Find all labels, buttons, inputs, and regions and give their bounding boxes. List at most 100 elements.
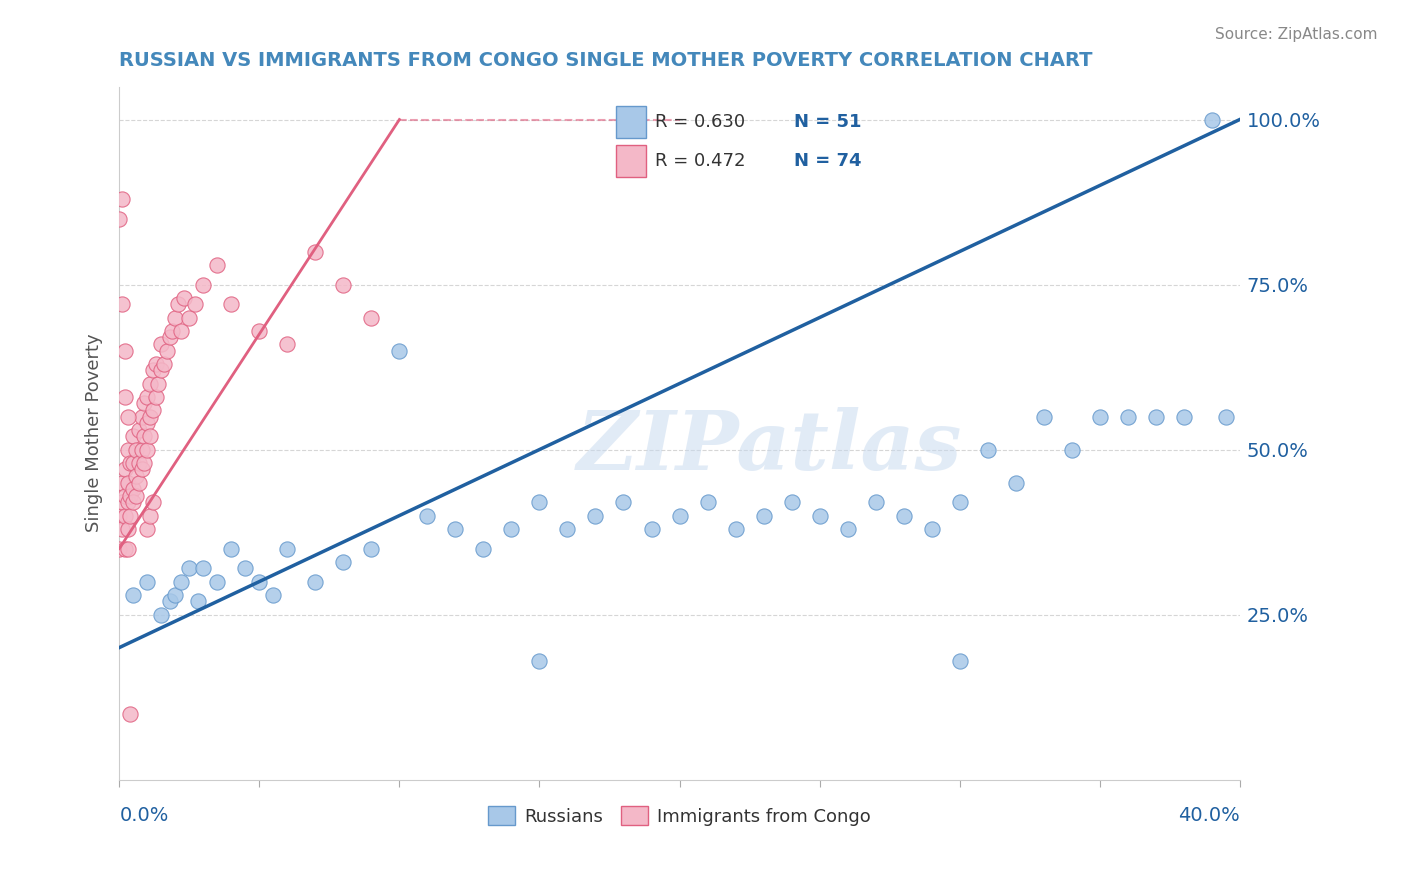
Point: [128, 423, 150, 437]
Point: [114, 541, 136, 556]
Point: [122, 495, 145, 509]
Point: [221, 541, 243, 556]
Point: [921, 522, 943, 536]
Point: [142, 403, 165, 417]
Point: [128, 475, 150, 490]
Point: [1173, 409, 1195, 424]
Point: [136, 442, 159, 457]
Point: [145, 357, 167, 371]
Point: [976, 442, 998, 457]
Point: [696, 495, 718, 509]
Point: [117, 541, 139, 556]
Point: [724, 522, 747, 536]
Point: [117, 442, 139, 457]
Point: [156, 343, 179, 358]
Point: [122, 429, 145, 443]
Point: [472, 541, 495, 556]
Point: [247, 574, 270, 589]
Point: [165, 588, 187, 602]
Point: [134, 456, 156, 470]
Point: [184, 297, 207, 311]
Point: [114, 390, 136, 404]
Text: 40.0%: 40.0%: [1178, 806, 1240, 825]
Point: [1060, 442, 1083, 457]
Point: [117, 522, 139, 536]
Point: [117, 475, 139, 490]
Point: [114, 489, 136, 503]
Point: [108, 541, 131, 556]
Point: [304, 244, 326, 259]
Point: [125, 469, 148, 483]
Point: [612, 495, 634, 509]
Point: [332, 277, 354, 292]
Point: [139, 409, 162, 424]
Point: [276, 541, 298, 556]
Point: [808, 508, 831, 523]
Point: [1144, 409, 1167, 424]
Point: [304, 574, 326, 589]
Point: [752, 508, 775, 523]
Point: [165, 310, 187, 325]
Point: [136, 390, 159, 404]
Point: [139, 508, 162, 523]
Point: [111, 192, 134, 206]
Point: [529, 654, 551, 668]
Point: [1215, 409, 1237, 424]
Point: [159, 594, 181, 608]
Text: 0.0%: 0.0%: [120, 806, 169, 825]
Point: [529, 495, 551, 509]
Point: [142, 363, 165, 377]
Point: [187, 594, 209, 608]
Point: [170, 574, 193, 589]
Point: [114, 508, 136, 523]
Point: [221, 297, 243, 311]
Point: [136, 574, 159, 589]
Point: [120, 489, 142, 503]
Point: [117, 409, 139, 424]
Point: [150, 363, 173, 377]
Point: [780, 495, 803, 509]
Point: [108, 508, 131, 523]
Point: [585, 508, 607, 523]
Point: [640, 522, 662, 536]
Point: [111, 522, 134, 536]
Point: [207, 258, 229, 272]
Point: [949, 495, 972, 509]
Point: [388, 343, 411, 358]
Point: [150, 337, 173, 351]
Point: [136, 522, 159, 536]
Point: [162, 324, 184, 338]
Point: [139, 376, 162, 391]
Point: [131, 442, 153, 457]
Point: [865, 495, 887, 509]
Point: [111, 475, 134, 490]
Point: [122, 456, 145, 470]
Text: ZIPatlas: ZIPatlas: [576, 407, 962, 487]
Point: [416, 508, 439, 523]
Y-axis label: Single Mother Poverty: Single Mother Poverty: [86, 334, 103, 533]
Point: [114, 462, 136, 476]
Point: [233, 561, 256, 575]
Text: Source: ZipAtlas.com: Source: ZipAtlas.com: [1215, 27, 1378, 42]
Point: [125, 442, 148, 457]
Point: [444, 522, 467, 536]
Point: [893, 508, 915, 523]
Point: [120, 706, 142, 721]
Legend: Russians, Immigrants from Congo: Russians, Immigrants from Congo: [481, 799, 879, 833]
Point: [1088, 409, 1111, 424]
Point: [120, 508, 142, 523]
Point: [134, 396, 156, 410]
Point: [111, 495, 134, 509]
Point: [668, 508, 690, 523]
Point: [134, 429, 156, 443]
Point: [1116, 409, 1139, 424]
Point: [122, 588, 145, 602]
Point: [167, 297, 190, 311]
Point: [276, 337, 298, 351]
Point: [120, 456, 142, 470]
Point: [179, 310, 201, 325]
Point: [122, 482, 145, 496]
Point: [501, 522, 523, 536]
Point: [360, 541, 382, 556]
Text: RUSSIAN VS IMMIGRANTS FROM CONGO SINGLE MOTHER POVERTY CORRELATION CHART: RUSSIAN VS IMMIGRANTS FROM CONGO SINGLE …: [120, 51, 1092, 70]
